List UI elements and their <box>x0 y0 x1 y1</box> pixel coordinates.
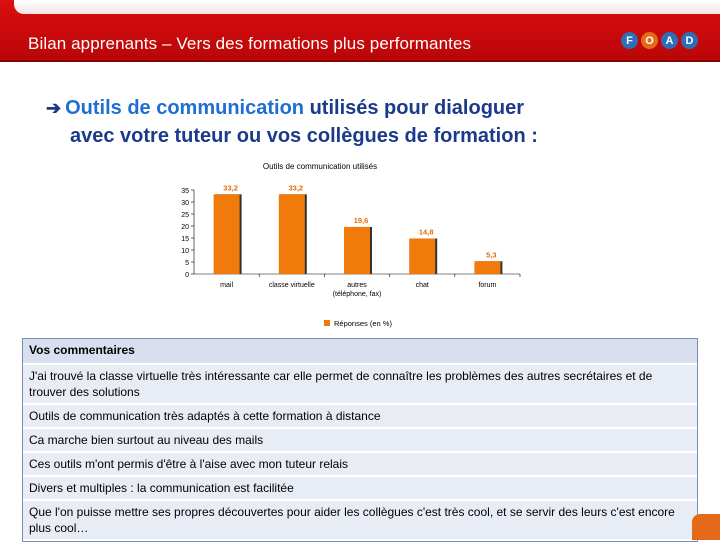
logo-letter: D <box>681 32 698 49</box>
bar-value-label: 33,2 <box>288 183 303 192</box>
chart-title: Outils de communication utilisés <box>263 162 377 171</box>
heading-text-line1: utilisés pour dialoguer <box>304 97 525 119</box>
heading-text-line2: avec votre tuteur ou vos collègues de fo… <box>70 125 538 147</box>
bar <box>213 194 240 274</box>
x-tick-label: autres <box>347 282 367 289</box>
chart-svg: Outils de communication utilisés 0 5 10 15 20… <box>181 162 521 328</box>
right-arrow-icon: ➔ <box>46 98 62 118</box>
comment-row: Ces outils m'ont permis d'être à l'aise … <box>23 453 697 477</box>
x-tick-label: forum <box>478 282 496 289</box>
bar <box>344 226 370 274</box>
y-tick-label: 10 <box>181 248 189 255</box>
bar-value-label: 33,2 <box>223 183 238 192</box>
bar-value-label: 19,6 <box>354 216 369 225</box>
section-heading: ➔ Outils de communication utilisés pour d… <box>46 94 686 150</box>
bar-value-label: 14,8 <box>419 227 434 236</box>
logo-letter: O <box>641 32 658 49</box>
bar <box>409 238 436 274</box>
title-divider <box>0 60 720 62</box>
bar <box>278 194 305 274</box>
comment-row: Divers et multiples : la communication e… <box>23 477 697 501</box>
y-tick-label: 25 <box>181 212 189 219</box>
comment-row: Que l'on puisse mettre ses propres décou… <box>23 501 697 541</box>
y-tick-label: 0 <box>185 272 189 279</box>
comments-table: Vos commentaires J'ai trouvé la classe v… <box>22 338 698 542</box>
comment-row: J'ai trouvé la classe virtuelle très int… <box>23 365 697 405</box>
bar-value-label: 5,3 <box>486 250 496 259</box>
x-tick-label: mail <box>220 282 233 289</box>
foad-logo: F O A D <box>621 32 698 50</box>
comment-row: Ca marche bien surtout au niveau des mai… <box>23 429 697 453</box>
x-tick-label: (téléphone, fax) <box>333 291 382 298</box>
logo-letter: F <box>621 32 638 49</box>
title-bar: Bilan apprenants – Vers des formations p… <box>0 0 720 62</box>
footer-badge <box>692 514 720 540</box>
x-tick-label: classe virtuelle <box>269 282 315 289</box>
title-bar-stripe <box>14 0 720 14</box>
legend-swatch <box>324 320 330 326</box>
y-tick-label: 30 <box>181 200 189 207</box>
legend-label: Réponses (en %) <box>334 319 392 328</box>
y-tick-label: 15 <box>181 236 189 243</box>
comments-header: Vos commentaires <box>23 339 697 365</box>
logo-letter: A <box>661 32 678 49</box>
y-tick-label: 5 <box>185 260 189 267</box>
y-tick-label: 35 <box>181 188 189 195</box>
y-tick-label: 20 <box>181 224 189 231</box>
bar <box>474 261 501 274</box>
heading-accent: Outils de communication <box>65 97 305 119</box>
comment-row: Outils de communication très adaptés à c… <box>23 405 697 429</box>
slide-title: Bilan apprenants – Vers des formations p… <box>28 34 472 53</box>
communication-tools-chart: Outils de communication utilisés 0 5 10 15 20… <box>170 152 560 340</box>
x-tick-label: chat <box>416 282 429 289</box>
